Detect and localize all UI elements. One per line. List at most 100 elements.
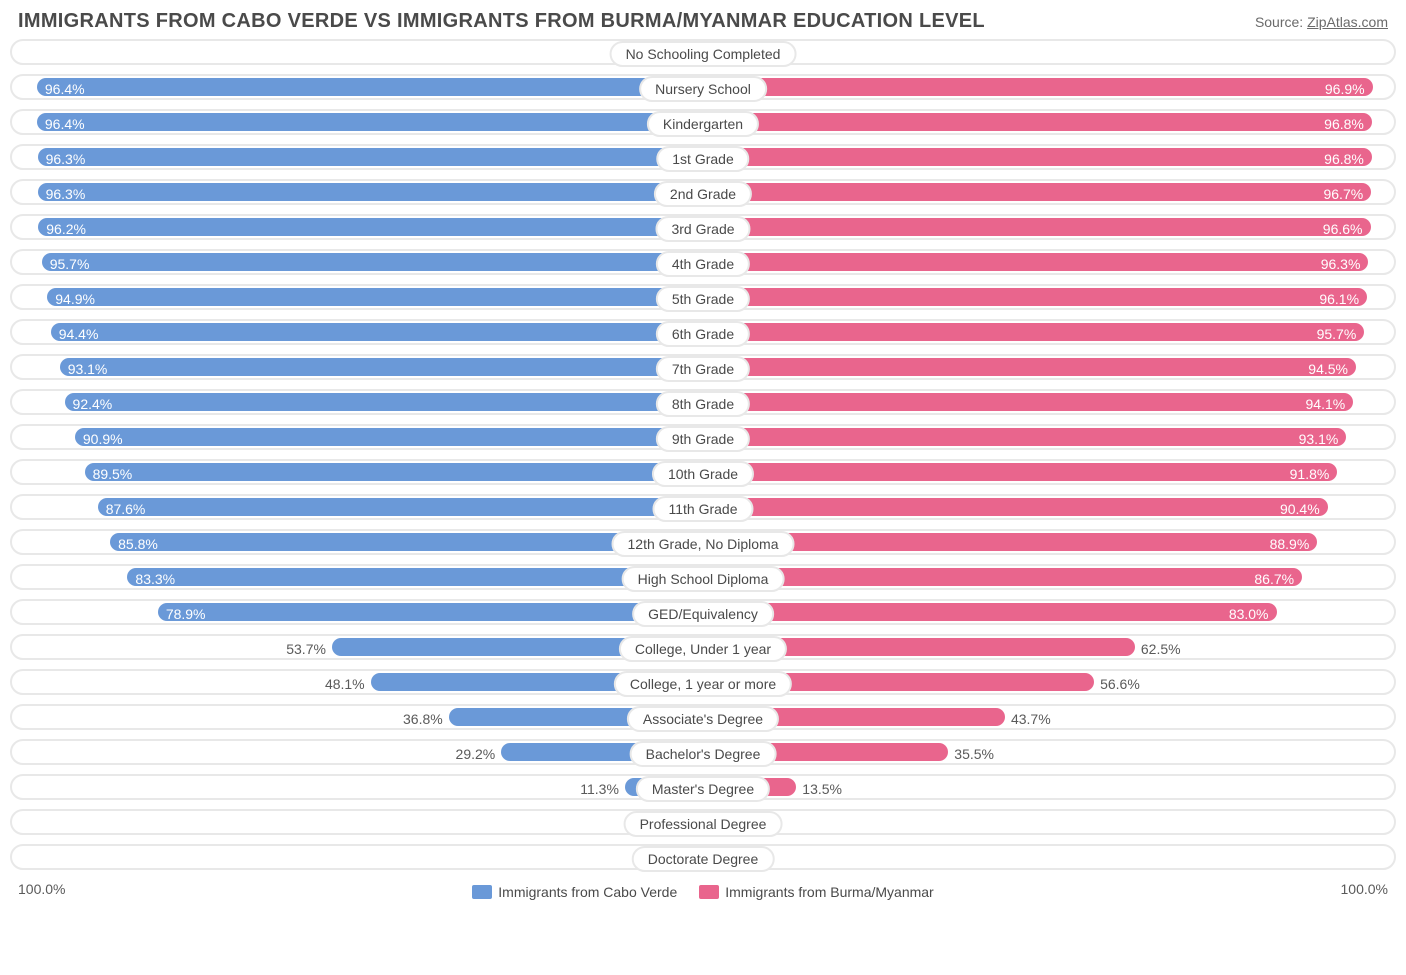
chart-row: 36.8%43.7%Associate's Degree bbox=[10, 704, 1396, 730]
source-link[interactable]: ZipAtlas.com bbox=[1307, 14, 1388, 30]
chart-row: 96.2% 96.6%3rd Grade bbox=[10, 214, 1396, 240]
chart-row: 93.1% 94.5% 7th Grade bbox=[10, 354, 1396, 380]
value-right: 83.0% bbox=[1229, 603, 1269, 625]
value-right: 91.8% bbox=[1290, 463, 1330, 485]
legend-label-left: Immigrants from Cabo Verde bbox=[498, 884, 677, 900]
category-label: 2nd Grade bbox=[654, 181, 752, 207]
bar-right: 96.9% bbox=[703, 78, 1373, 96]
value-left: 89.5% bbox=[93, 463, 133, 485]
value-right: 96.9% bbox=[1325, 78, 1365, 100]
bar-right: 96.3% bbox=[703, 253, 1368, 271]
bar-right: 95.7% bbox=[703, 323, 1364, 341]
bar-left: 96.4% bbox=[37, 113, 703, 131]
bar-left: 78.9% bbox=[158, 603, 703, 621]
value-left: 78.9% bbox=[166, 603, 206, 625]
category-label: Bachelor's Degree bbox=[630, 741, 777, 767]
legend-item-left: Immigrants from Cabo Verde bbox=[472, 881, 677, 903]
category-label: Doctorate Degree bbox=[632, 846, 775, 872]
value-right: 96.8% bbox=[1324, 148, 1364, 170]
category-label: Kindergarten bbox=[647, 111, 759, 137]
value-left: 96.3% bbox=[46, 148, 86, 170]
value-right: 96.3% bbox=[1321, 253, 1361, 275]
value-left: 48.1% bbox=[325, 673, 365, 695]
value-left: 29.2% bbox=[456, 743, 496, 765]
axis-left-max: 100.0% bbox=[18, 881, 65, 897]
category-label: 8th Grade bbox=[656, 391, 750, 417]
chart-title: IMMIGRANTS FROM CABO VERDE VS IMMIGRANTS… bbox=[18, 10, 985, 33]
chart-row: 48.1%56.6%College, 1 year or more bbox=[10, 669, 1396, 695]
bar-right: 96.8% bbox=[703, 113, 1372, 131]
bar-right: 83.0% bbox=[703, 603, 1277, 621]
bar-right: 96.1% bbox=[703, 288, 1367, 306]
chart-row: 95.7%96.3%4th Grade bbox=[10, 249, 1396, 275]
category-label: Nursery School bbox=[639, 76, 767, 102]
category-label: Associate's Degree bbox=[627, 706, 779, 732]
chart-row: 96.3%96.7%2nd Grade bbox=[10, 179, 1396, 205]
value-left: 96.2% bbox=[46, 218, 86, 240]
category-label: Professional Degree bbox=[624, 811, 783, 837]
chart-row: 92.4% 94.1%8th Grade bbox=[10, 389, 1396, 415]
bar-right: 96.7% bbox=[703, 183, 1371, 201]
value-right: 56.6% bbox=[1100, 673, 1140, 695]
value-right: 62.5% bbox=[1141, 638, 1181, 660]
chart-header: IMMIGRANTS FROM CABO VERDE VS IMMIGRANTS… bbox=[10, 10, 1396, 39]
category-label: 10th Grade bbox=[652, 461, 754, 487]
value-left: 11.3% bbox=[580, 778, 619, 800]
category-label: Master's Degree bbox=[636, 776, 770, 802]
value-left: 90.9% bbox=[83, 428, 123, 450]
category-label: GED/Equivalency bbox=[632, 601, 774, 627]
legend-swatch-left bbox=[472, 885, 492, 899]
chart-row: 29.2% 35.5% Bachelor's Degree bbox=[10, 739, 1396, 765]
chart-row: 3.1%3.9%Professional Degree bbox=[10, 809, 1396, 835]
bar-right: 94.1% bbox=[703, 393, 1353, 411]
value-right: 90.4% bbox=[1280, 498, 1320, 520]
category-label: 9th Grade bbox=[656, 426, 750, 452]
chart-row: 94.9% 96.1%5th Grade bbox=[10, 284, 1396, 310]
value-left: 94.9% bbox=[55, 288, 95, 310]
chart-row: 78.9%83.0%GED/Equivalency bbox=[10, 599, 1396, 625]
chart-row: 87.6%90.4%11th Grade bbox=[10, 494, 1396, 520]
bar-right: 88.9% bbox=[703, 533, 1317, 551]
category-label: 7th Grade bbox=[656, 356, 750, 382]
bar-left: 96.3% bbox=[38, 148, 703, 166]
chart-row: 90.9%93.1%9th Grade bbox=[10, 424, 1396, 450]
legend-label-right: Immigrants from Burma/Myanmar bbox=[725, 884, 933, 900]
bar-right: 86.7% bbox=[703, 568, 1302, 586]
chart-footer: 100.0% Immigrants from Cabo Verde Immigr… bbox=[10, 879, 1396, 903]
legend-item-right: Immigrants from Burma/Myanmar bbox=[699, 881, 933, 903]
bar-right: 91.8% bbox=[703, 463, 1337, 481]
category-label: 3rd Grade bbox=[655, 216, 750, 242]
chart-row: 96.3% 96.8% 1st Grade bbox=[10, 144, 1396, 170]
bar-right: 90.4% bbox=[703, 498, 1328, 516]
chart-row: 96.4%96.9%Nursery School bbox=[10, 74, 1396, 100]
bar-left: 89.5% bbox=[85, 463, 703, 481]
value-left: 96.4% bbox=[45, 113, 85, 135]
value-right: 88.9% bbox=[1270, 533, 1310, 555]
value-left: 93.1% bbox=[68, 358, 108, 380]
category-label: 5th Grade bbox=[656, 286, 750, 312]
value-left: 85.8% bbox=[118, 533, 158, 555]
value-left: 87.6% bbox=[106, 498, 146, 520]
chart-row: 94.4%95.7%6th Grade bbox=[10, 319, 1396, 345]
diverging-bar-chart: 3.5%3.1%No Schooling Completed96.4%96.9%… bbox=[10, 39, 1396, 870]
legend-swatch-right bbox=[699, 885, 719, 899]
chart-row: 1.3%1.7%Doctorate Degree bbox=[10, 844, 1396, 870]
category-label: No Schooling Completed bbox=[610, 41, 797, 67]
chart-row: 11.3%13.5%Master's Degree bbox=[10, 774, 1396, 800]
category-label: High School Diploma bbox=[622, 566, 785, 592]
chart-row: 89.5%91.8%10th Grade bbox=[10, 459, 1396, 485]
chart-source: Source: ZipAtlas.com bbox=[1255, 14, 1388, 30]
value-left: 53.7% bbox=[286, 638, 326, 660]
category-label: 1st Grade bbox=[656, 146, 749, 172]
chart-row: 3.5%3.1%No Schooling Completed bbox=[10, 39, 1396, 65]
bar-left: 96.4% bbox=[37, 78, 703, 96]
value-right: 96.7% bbox=[1323, 183, 1363, 205]
value-right: 35.5% bbox=[954, 743, 994, 765]
bar-right: 96.6% bbox=[703, 218, 1371, 236]
value-right: 43.7% bbox=[1011, 708, 1051, 730]
value-left: 83.3% bbox=[135, 568, 175, 590]
bar-left: 87.6% bbox=[98, 498, 703, 516]
value-right: 94.5% bbox=[1308, 358, 1348, 380]
value-left: 92.4% bbox=[73, 393, 113, 415]
bar-left: 90.9% bbox=[75, 428, 703, 446]
